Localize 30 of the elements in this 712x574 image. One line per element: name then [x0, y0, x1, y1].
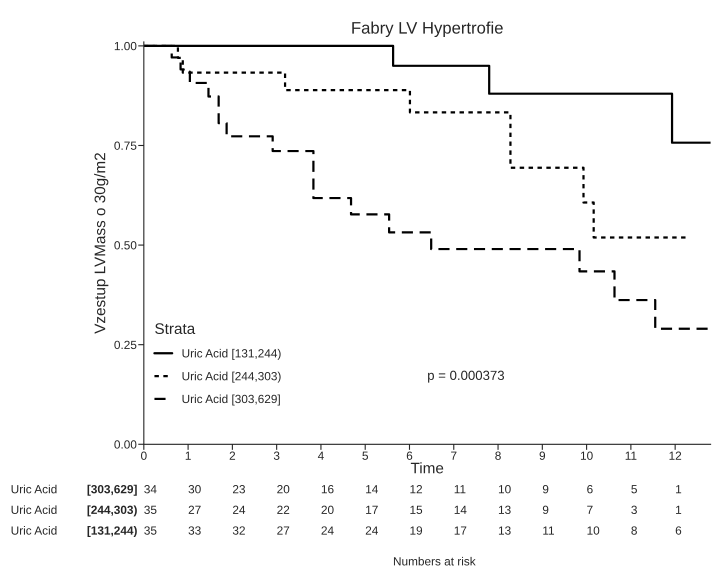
- y-tick-label: 0.75: [114, 142, 136, 150]
- x-axis-title: Time: [410, 462, 444, 474]
- x-tick-label: 6: [406, 452, 412, 460]
- x-tick-label: 8: [495, 452, 501, 460]
- legend-label: Uric Acid [131,244): [182, 348, 281, 360]
- y-tick-label: 1.00: [114, 42, 136, 50]
- legend-title: Strata: [155, 323, 196, 334]
- text: Numbers at risk: [394, 556, 476, 566]
- y-tick-label: 0.50: [114, 241, 136, 250]
- y-tick-label: 0.25: [114, 340, 136, 350]
- y-axis-title: Vzestup LVMass o 30g/m2: [94, 153, 108, 334]
- x-tick-label: 11: [626, 452, 636, 460]
- y-tick-label: 0.00: [114, 440, 136, 449]
- chart-title: Fabry LV Hypertrofie: [352, 21, 503, 38]
- x-tick-label: 9: [540, 452, 546, 460]
- x-tick-label: 2: [230, 452, 236, 460]
- x-tick-label: 12: [669, 452, 682, 460]
- text: Uric Acid [244,303) 35 27 24 22 20 17 15 14 13 9 7 3 1: [12, 505, 682, 516]
- x-tick-label: 0: [141, 452, 147, 460]
- annotation: p = 0.000373: [428, 370, 504, 383]
- x-tick-label: 10: [580, 452, 593, 460]
- legend-label: Uric Acid [303,629]: [182, 394, 280, 406]
- x-tick-label: 7: [451, 452, 456, 460]
- text: Uric Acid [131,244) 35 33 32 27 24 24 19 17 13 11 10 8 6: [12, 526, 682, 538]
- x-tick-label: 5: [362, 452, 368, 460]
- x-tick-label: 1: [186, 452, 191, 460]
- x-tick-label: 3: [274, 452, 280, 460]
- x-tick-label: 4: [318, 452, 324, 460]
- legend-label: Uric Acid [244,303): [182, 372, 281, 383]
- text: Uric Acid [303,629] 34 30 23 20 16 14 12 11 10 9 6 5 1: [12, 484, 682, 496]
